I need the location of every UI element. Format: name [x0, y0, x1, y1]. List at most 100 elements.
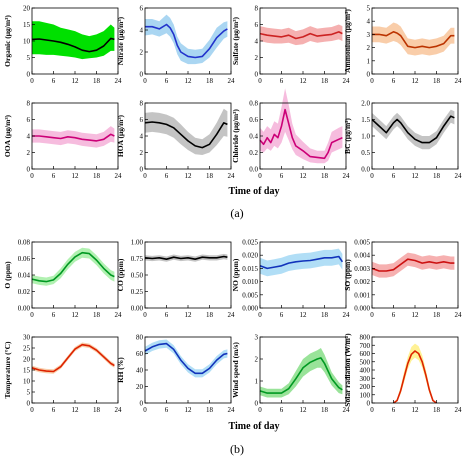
plot-frame-co — [144, 241, 232, 309]
x-axis-label-part-b: Time of day — [229, 421, 280, 432]
x-tick-label-bc-1: 6 — [392, 172, 396, 180]
y-tick-label-sulfate-2: 4 — [255, 38, 259, 46]
y-tick-label-o3-1: 0.02 — [18, 288, 31, 296]
x-tick-label-hoa-0: 0 — [143, 172, 147, 180]
y-tick-label-hoa-4: 8 — [140, 100, 144, 108]
y-tick-label-hoa-3: 6 — [140, 116, 144, 124]
x-tick-label-so2-3: 18 — [433, 311, 441, 319]
x-tick-label-organic-2: 12 — [72, 77, 80, 85]
y-tick-label-wind_speed-1: 1 — [255, 378, 259, 386]
x-tick-label-rh-4: 24 — [228, 406, 236, 414]
x-tick-label-solar_radiation-1: 6 — [392, 406, 396, 414]
x-axis-label-part-a: Time of day — [229, 186, 280, 197]
y-tick-label-organic-3: 15 — [23, 21, 31, 29]
x-tick-label-ammonium-3: 18 — [433, 77, 441, 85]
mean-line-co — [144, 255, 228, 261]
y-tick-label-solar_radiation-2: 200 — [360, 383, 371, 391]
y-tick-label-ooa-4: 8 — [27, 100, 31, 108]
x-tick-label-bc-4: 24 — [455, 172, 463, 180]
chart-panel-temperature: 0 6 12 18 24 0 5 10 15 20 25 30 Temperature (°C) — [3, 334, 122, 415]
y-axis-label-hoa: HOA (μg/m³) — [116, 114, 125, 157]
y-axis-label-organic: Organic (μg/m³) — [3, 15, 12, 67]
y-axis-label-so2: SO (ppm) — [343, 259, 352, 291]
y-tick-label-o3-2: 0.04 — [18, 272, 31, 280]
part-label-a: (a) — [230, 206, 243, 220]
y-tick-label-sulfate-1: 2 — [255, 54, 259, 62]
x-tick-label-o3-0: 0 — [30, 311, 34, 319]
y-tick-label-ooa-1: 2 — [27, 149, 31, 157]
x-tick-label-o3-2: 12 — [72, 311, 80, 319]
x-tick-label-ammonium-0: 0 — [370, 77, 374, 85]
mean-line-hoa — [144, 121, 228, 149]
x-tick-label-rh-3: 18 — [206, 406, 214, 414]
x-tick-label-hoa-4: 24 — [228, 172, 236, 180]
x-tick-label-organic-3: 18 — [93, 77, 101, 85]
variability-band-no — [260, 248, 343, 277]
x-tick-label-chloride-4: 24 — [343, 172, 351, 180]
y-tick-label-chloride-4: 0.8 — [249, 100, 258, 108]
y-tick-label-chloride-1: 0.2 — [249, 149, 258, 157]
y-tick-label-organic-4: 20 — [23, 5, 31, 13]
y-axis-label-solar_radiation: Solar radiation (W/m²) — [343, 333, 352, 407]
y-tick-label-solar_radiation-5: 500 — [360, 358, 371, 366]
y-tick-label-temperature-4: 20 — [23, 356, 31, 364]
x-tick-label-so2-2: 12 — [412, 311, 420, 319]
x-tick-label-chloride-1: 6 — [280, 172, 284, 180]
mean-line-ammonium — [372, 30, 455, 49]
x-tick-label-sulfate-0: 0 — [258, 77, 262, 85]
y-axis-label-co: CO (ppm) — [116, 258, 125, 291]
y-tick-label-solar_radiation-1: 100 — [360, 391, 371, 399]
y-axis-label-rh: RH (%) — [116, 357, 125, 383]
x-tick-label-sulfate-4: 24 — [343, 77, 351, 85]
x-tick-label-hoa-3: 18 — [206, 172, 214, 180]
y-tick-label-ammonium-4: 4 — [367, 18, 371, 26]
y-tick-label-solar_radiation-8: 800 — [360, 334, 371, 342]
x-tick-label-wind_speed-2: 12 — [300, 406, 308, 414]
variability-band-rh — [145, 339, 228, 378]
x-tick-label-no-1: 6 — [280, 311, 284, 319]
y-tick-label-co-0: 0.00 — [131, 305, 144, 313]
y-tick-label-organic-0: 0 — [27, 71, 31, 79]
y-tick-label-o3-0: 0.00 — [18, 305, 31, 313]
y-tick-label-solar_radiation-7: 700 — [360, 342, 371, 350]
x-tick-label-bc-2: 12 — [412, 172, 420, 180]
x-tick-label-co-1: 6 — [165, 311, 169, 319]
mean-line-so2 — [371, 258, 455, 272]
x-tick-label-organic-4: 24 — [115, 77, 123, 85]
x-tick-label-temperature-4: 24 — [115, 406, 123, 414]
y-tick-label-bc-3: 1.5 — [361, 116, 370, 124]
chart-panel-organic: 0 6 12 18 24 0 5 10 15 20 Organic (μg/m³) — [3, 5, 122, 86]
x-tick-label-co-3: 18 — [206, 311, 214, 319]
x-tick-label-ammonium-4: 24 — [455, 77, 463, 85]
chart-panel-co: 0 6 12 18 24 0.00 0.25 0.50 0.75 1.00 CO (ppm) — [116, 239, 235, 320]
y-tick-label-solar_radiation-3: 300 — [360, 375, 371, 383]
y-tick-label-no-4: 0.020 — [242, 252, 258, 260]
x-tick-label-wind_speed-3: 18 — [321, 406, 329, 414]
y-tick-label-no-2: 0.010 — [242, 278, 258, 286]
chart-panel-so2: 0 6 12 18 240.0000.0010.0020.0030.0040.005SO… — [343, 239, 462, 320]
x-tick-label-o3-3: 18 — [93, 311, 101, 319]
y-tick-label-temperature-5: 25 — [23, 345, 31, 353]
mean-line-nitrate — [145, 23, 228, 59]
mean-line-no — [259, 255, 344, 270]
y-tick-label-co-2: 0.50 — [131, 272, 144, 280]
x-tick-label-organic-0: 0 — [30, 77, 34, 85]
y-tick-label-bc-2: 1.0 — [361, 133, 370, 141]
x-tick-label-o3-1: 6 — [52, 311, 56, 319]
y-tick-label-chloride-0: 0.0 — [249, 166, 258, 174]
y-tick-label-rh-4: 80 — [136, 334, 144, 342]
y-tick-label-hoa-1: 2 — [140, 149, 144, 157]
chart-panel-o3: 0 6 12 18 24 0.00 0.02 0.04 0.06 0.08 O (ppm) — [3, 239, 122, 320]
x-tick-label-nitrate-4: 24 — [228, 77, 236, 85]
x-tick-label-nitrate-0: 0 — [143, 77, 147, 85]
y-tick-label-nitrate-0: 0 — [140, 71, 144, 79]
mean-line-solar_radiation — [393, 350, 437, 404]
x-tick-label-temperature-1: 6 — [52, 406, 56, 414]
y-tick-label-solar_radiation-6: 600 — [360, 350, 371, 358]
y-tick-label-o3-4: 0.08 — [18, 239, 31, 247]
x-tick-label-rh-2: 12 — [185, 406, 193, 414]
